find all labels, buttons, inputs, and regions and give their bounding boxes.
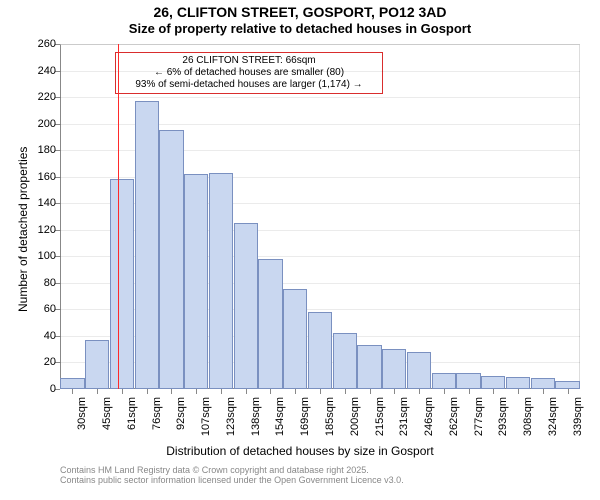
footer-line-2: Contains public sector information licen… [60,475,404,485]
xtick-mark [147,389,148,394]
histogram-bar [382,349,406,389]
xtick-mark [543,389,544,394]
histogram-bar [110,179,134,389]
ytick-label: 120 [26,224,56,236]
gridline [60,71,580,72]
xtick-label: 30sqm [76,397,88,430]
histogram-bar [159,130,183,389]
chart-title: 26, CLIFTON STREET, GOSPORT, PO12 3AD Si… [0,0,600,36]
gridline [60,97,580,98]
xtick-label: 200sqm [349,397,361,436]
histogram-bar [555,381,579,389]
histogram-bar [456,373,480,389]
xtick-mark [345,389,346,394]
histogram-bar [357,345,381,389]
ytick-label: 100 [26,250,56,262]
histogram-bar [333,333,357,389]
xtick-mark [246,389,247,394]
xtick-label: 154sqm [274,397,286,436]
xtick-label: 262sqm [448,397,460,436]
xtick-mark [295,389,296,394]
xtick-label: 138sqm [250,397,262,436]
xtick-label: 45sqm [101,397,113,430]
ytick-label: 180 [26,144,56,156]
histogram-bar [234,223,258,389]
xtick-label: 231sqm [398,397,410,436]
xtick-label: 339sqm [572,397,584,436]
xtick-mark [568,389,569,394]
ytick-label: 60 [26,303,56,315]
xtick-mark [196,389,197,394]
xtick-label: 293sqm [497,397,509,436]
annotation-line-3: 93% of semi-detached houses are larger (… [120,79,378,91]
xtick-mark [171,389,172,394]
xtick-label: 215sqm [374,397,386,436]
attribution-footer: Contains HM Land Registry data © Crown c… [60,465,404,485]
xtick-label: 246sqm [423,397,435,436]
xtick-label: 308sqm [522,397,534,436]
histogram-bar [432,373,456,389]
ytick-label: 140 [26,197,56,209]
xtick-mark [444,389,445,394]
xtick-label: 324sqm [547,397,559,436]
ytick-label: 240 [26,65,56,77]
xtick-label: 277sqm [473,397,485,436]
ytick-label: 260 [26,38,56,50]
ytick-label: 40 [26,330,56,342]
xtick-mark [370,389,371,394]
histogram-bar [209,173,233,389]
ytick-label: 80 [26,277,56,289]
plot-area: 26 CLIFTON STREET: 66sqm ← 6% of detache… [60,44,580,389]
histogram-bar [60,378,84,389]
xtick-label: 169sqm [299,397,311,436]
histogram-bar [135,101,159,389]
xtick-label: 61sqm [126,397,138,430]
x-axis-label: Distribution of detached houses by size … [0,444,600,458]
histogram-bar [531,378,555,389]
title-line-1: 26, CLIFTON STREET, GOSPORT, PO12 3AD [0,4,600,21]
xtick-mark [270,389,271,394]
xtick-mark [122,389,123,394]
histogram-bar [258,259,282,389]
ytick-label: 20 [26,356,56,368]
xtick-mark [394,389,395,394]
annotation-line-2: ← 6% of detached houses are smaller (80) [120,67,378,79]
histogram-bar [283,289,307,389]
xtick-mark [469,389,470,394]
chart-container: 26, CLIFTON STREET, GOSPORT, PO12 3AD Si… [0,0,600,500]
ytick-label: 200 [26,118,56,130]
histogram-bar [85,340,109,389]
histogram-bar [407,352,431,389]
xtick-mark [221,389,222,394]
histogram-bar [481,376,505,389]
ytick-label: 220 [26,91,56,103]
ytick-label: 160 [26,171,56,183]
annotation-line-1: 26 CLIFTON STREET: 66sqm [120,55,378,67]
histogram-bar [184,174,208,389]
annotation-box: 26 CLIFTON STREET: 66sqm ← 6% of detache… [115,52,383,94]
xtick-mark [493,389,494,394]
xtick-mark [72,389,73,394]
xtick-label: 92sqm [175,397,187,430]
footer-line-1: Contains HM Land Registry data © Crown c… [60,465,404,475]
xtick-mark [419,389,420,394]
xtick-label: 76sqm [151,397,163,430]
property-marker-line [118,44,120,389]
xtick-label: 185sqm [324,397,336,436]
xtick-label: 107sqm [200,397,212,436]
xtick-mark [320,389,321,394]
xtick-mark [518,389,519,394]
title-line-2: Size of property relative to detached ho… [0,21,600,37]
histogram-bar [308,312,332,389]
gridline [60,44,580,45]
ytick-label: 0 [26,383,56,395]
xtick-label: 123sqm [225,397,237,436]
histogram-bar [506,377,530,389]
xtick-mark [97,389,98,394]
